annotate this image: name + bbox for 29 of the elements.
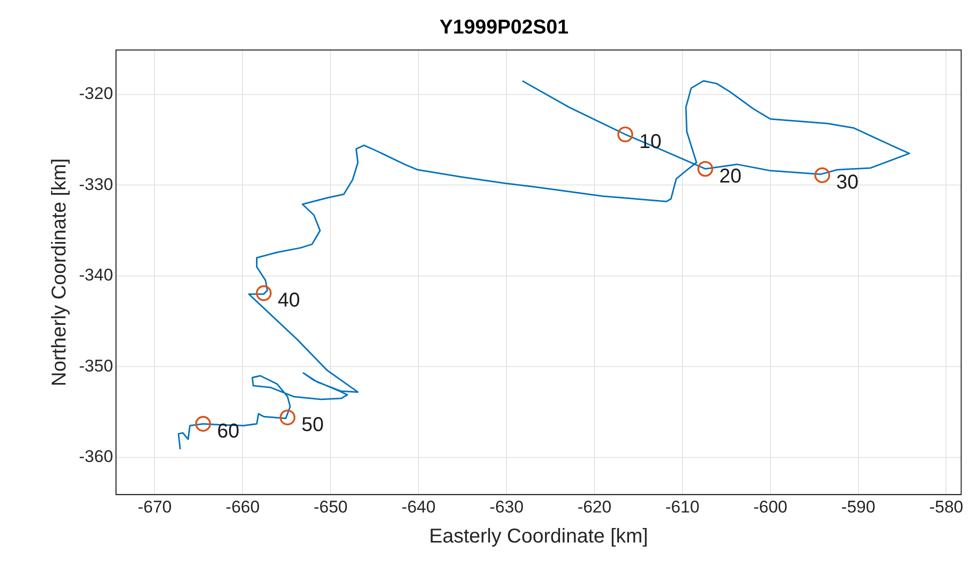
y-tick-label: -360 [78,447,114,466]
point [280,410,296,426]
x-tick-label: -650 [314,497,348,516]
y-tick-label: -340 [78,266,114,285]
x-tick-label: -620 [577,497,612,516]
x-tick-label: -660 [226,497,260,516]
y-tick-label: -350 [78,356,114,376]
x-tick-label: -590 [841,497,876,516]
chart-title: Y1999P02S01 [439,16,569,39]
point [256,285,272,302]
annotation: 60 [217,420,240,442]
x-tick-label: -580 [929,497,964,516]
point [697,160,714,177]
annotation: 40 [278,290,300,312]
x-tick-label: -640 [402,497,436,516]
y-tick-label: -320 [78,84,114,104]
point [195,416,211,432]
x-tick-label: -600 [753,497,788,516]
annotation: 50 [302,414,324,436]
annotation: 30 [836,172,858,194]
x-tick-label: -630 [489,497,524,516]
x-axis-title: Easterly Coordinate [km] [429,526,648,548]
y-tick-label: -330 [78,174,114,194]
annotation: 20 [719,165,742,188]
point [814,167,830,184]
x-tick-label: -610 [665,497,700,516]
x-tick-label: -670 [138,497,172,516]
point [617,126,634,142]
y-axis-title: Northerly Coordinate [km] [48,158,71,386]
